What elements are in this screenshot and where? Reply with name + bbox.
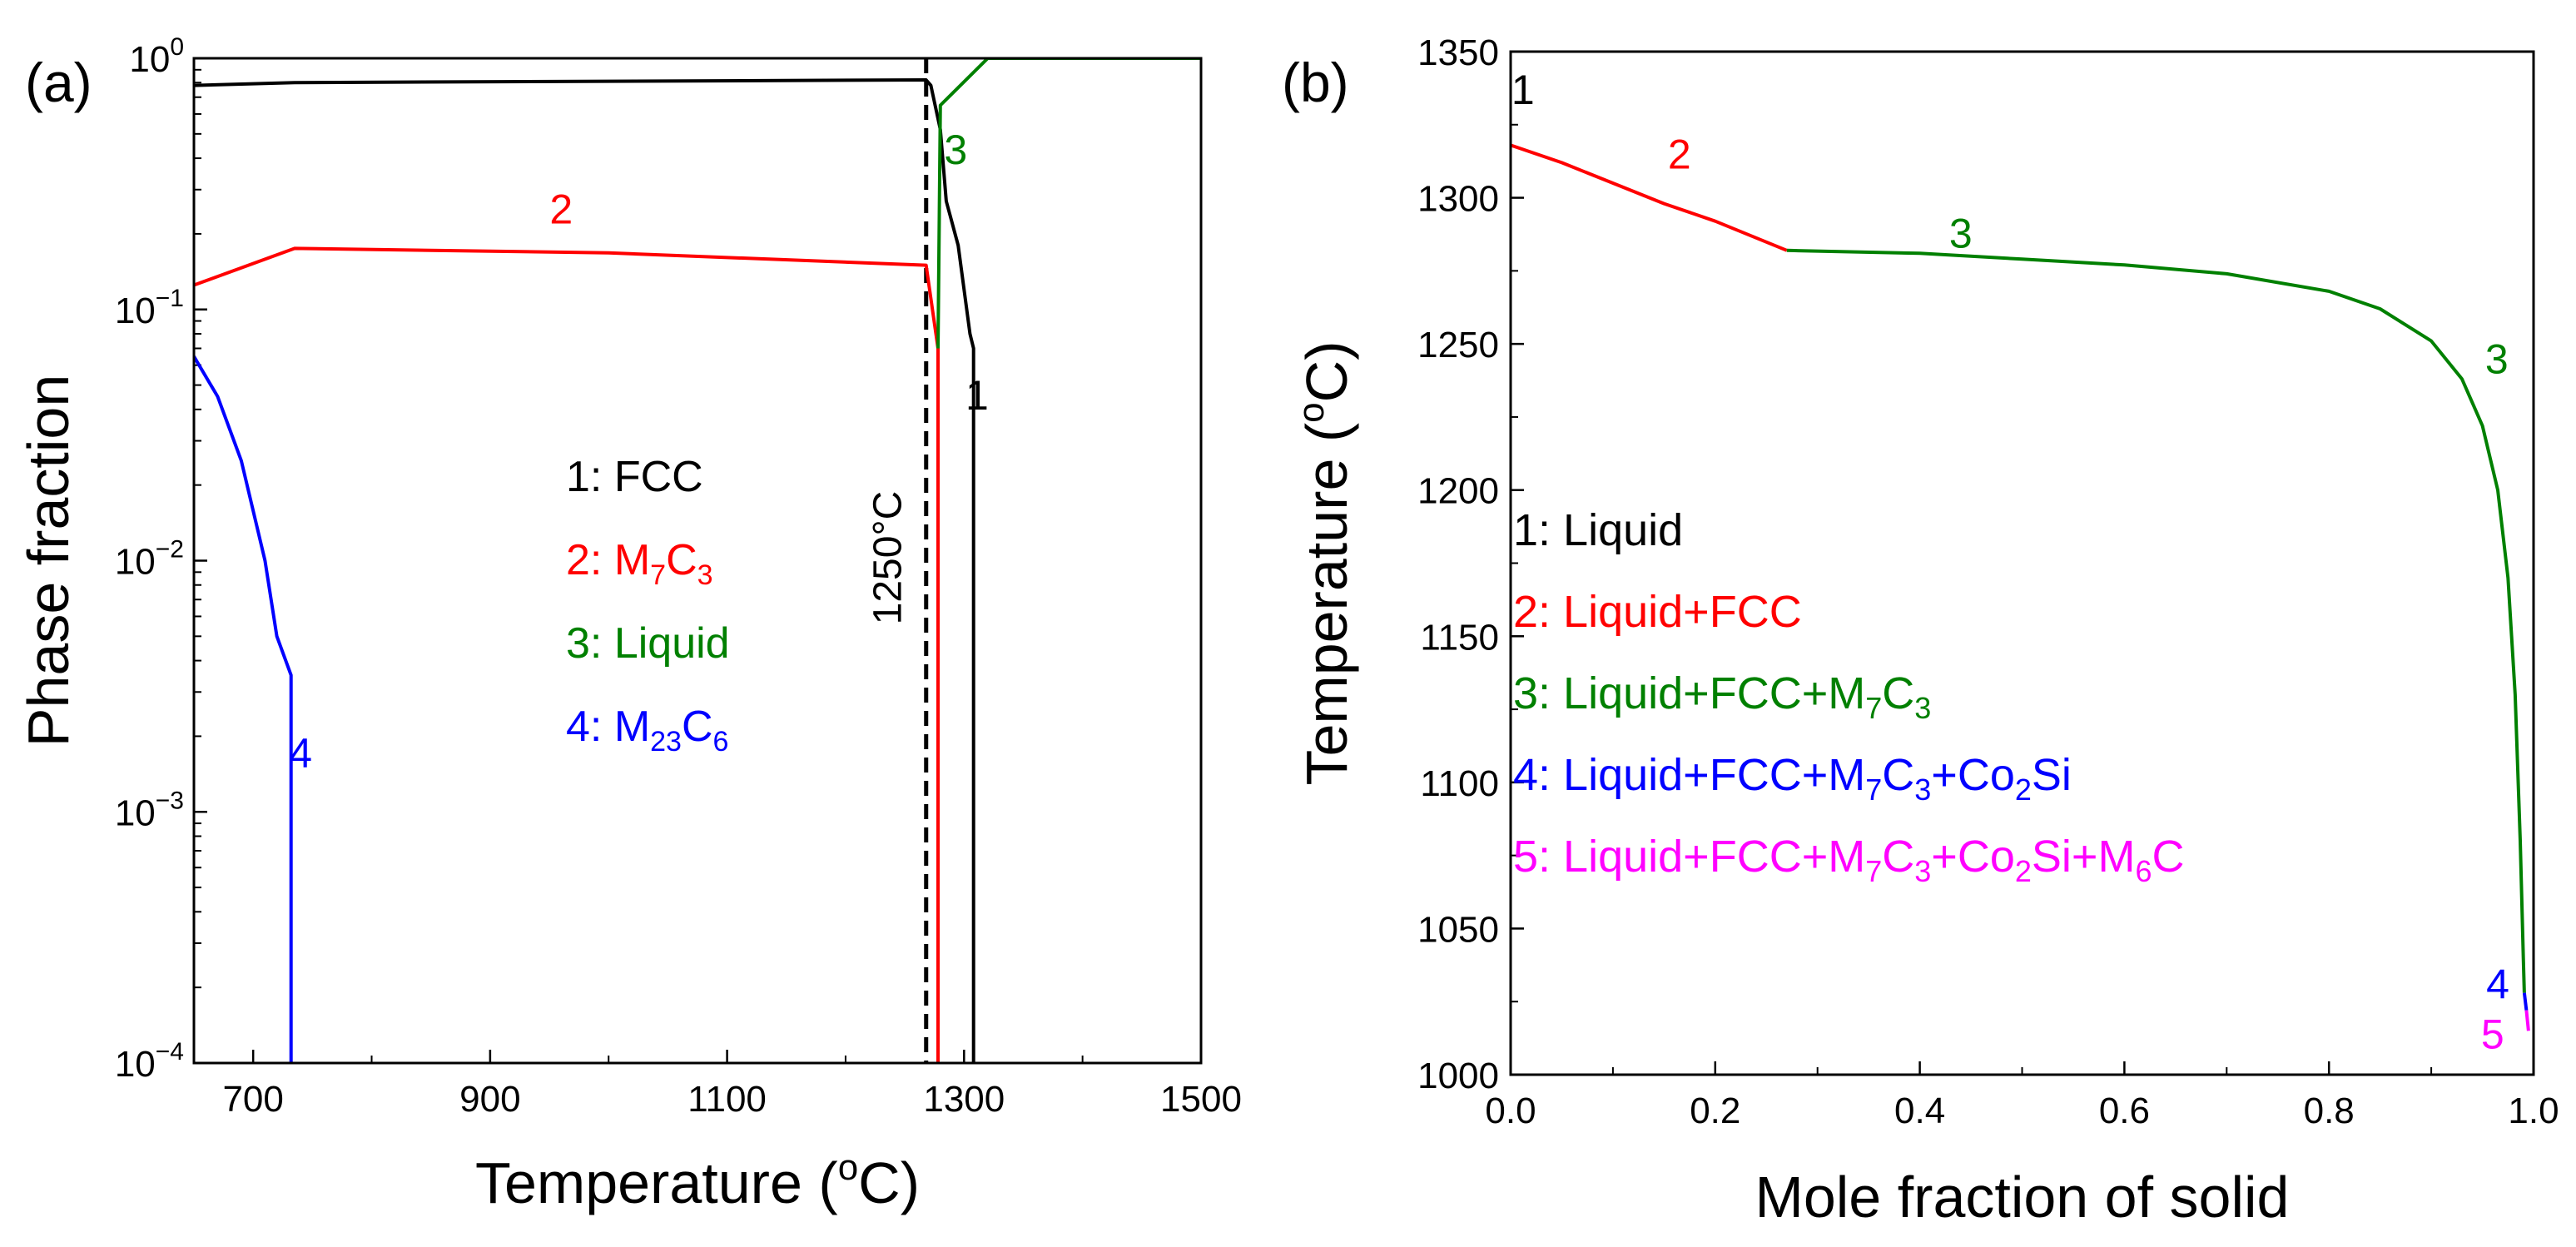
y-tick-label: 1250 — [1417, 325, 1499, 365]
x-axis-label-a: Temperature (oC) — [475, 1147, 920, 1215]
x-tick-label: 0.4 — [1894, 1091, 1945, 1131]
x-ticks-a: 700 900 1100 1300 1500 — [222, 1050, 1242, 1120]
x-tick-label: 0.8 — [2304, 1091, 2355, 1131]
y-tick-label: 10−2 — [115, 536, 184, 583]
x-ticks-b: 0.0 0.2 0.4 0.6 0.8 1.0 — [1485, 1061, 2559, 1131]
legend-a: 1: FCC 2: M7C3 3: Liquid 4: M23C6 — [566, 453, 730, 758]
series-line-m23c6 — [194, 355, 293, 1063]
x-tick-label: 1.0 — [2508, 1091, 2559, 1131]
curve-label-2: 2 — [549, 186, 573, 232]
series-line-4 — [2522, 992, 2529, 1011]
series-line-m7c3 — [194, 246, 940, 1063]
x-tick-label: 0.2 — [1690, 1091, 1740, 1131]
y-tick-label: 1150 — [1420, 617, 1499, 658]
y-tick-label: 1050 — [1417, 909, 1499, 950]
y-tick-label: 10−3 — [115, 787, 184, 833]
legend-item-1: 1: FCC — [566, 453, 703, 501]
plot-frame-b — [1509, 50, 2535, 1076]
panel-a-phase-fraction-chart: (a) 700 900 1100 1300 1500 10−4 10−3 10−2 10−1 100… — [16, 33, 1242, 1215]
y-tick-label: 1200 — [1417, 471, 1499, 512]
curve-label-4: 4 — [289, 730, 312, 777]
y-axis-label-a: Phase fraction — [16, 375, 81, 747]
legend-item-2: 2: M7C3 — [566, 536, 713, 591]
legend-item-5: 5: Liquid+FCC+M7C3+Co2Si+M6C — [1513, 832, 2184, 888]
curve-label-2: 2 — [1668, 131, 1691, 177]
vline-label: 1250°C — [866, 491, 911, 625]
legend-item-4: 4: Liquid+FCC+M7C3+Co2Si — [1513, 750, 2072, 807]
panel-label-a: (a) — [25, 52, 92, 113]
legend-item-2: 2: Liquid+FCC — [1513, 587, 1802, 637]
curve-label-3: 3 — [944, 127, 967, 173]
y-axis-label-b: Temperature (oC) — [1291, 340, 1359, 785]
x-tick-label: 1100 — [687, 1079, 767, 1120]
y-tick-label: 1000 — [1417, 1056, 1499, 1096]
curve-label-1: 1 — [1511, 67, 1535, 113]
series-line-liquid — [936, 58, 1201, 349]
x-tick-label: 700 — [222, 1079, 283, 1120]
plot-area-a — [194, 58, 1201, 1063]
y-tick-label: 1100 — [1420, 763, 1499, 804]
x-tick-label: 0.0 — [1485, 1091, 1536, 1131]
y-tick-label: 100 — [129, 33, 184, 80]
legend-item-4: 4: M23C6 — [566, 703, 728, 758]
legend-item-1: 1: Liquid — [1513, 505, 1683, 555]
curve-label-5: 5 — [2481, 1011, 2504, 1057]
curve-label-3: 3 — [2485, 335, 2509, 382]
y-tick-label: 1350 — [1417, 32, 1499, 73]
legend-item-3: 3: Liquid — [566, 619, 730, 668]
x-tick-label: 900 — [459, 1079, 520, 1120]
panel-b-solidification-chart: (b)0.0 0.2 0.4 0.6 0.8 1.01000105011001150120… — [1282, 32, 2559, 1230]
y-tick-label: 10−4 — [115, 1038, 184, 1085]
x-axis-label-b: Mole fraction of solid — [1755, 1165, 2290, 1230]
panel-label-b: (b) — [1282, 52, 1349, 113]
y-tick-label: 10−1 — [115, 285, 184, 331]
series-line-fcc — [194, 78, 975, 1063]
plot-frame-a — [192, 57, 1203, 1065]
x-tick-label: 1500 — [1160, 1079, 1242, 1120]
curve-label-4: 4 — [2486, 961, 2509, 1008]
plot-area-b — [1511, 143, 2530, 1031]
curve-label-1: 1 — [965, 372, 989, 419]
y-tick-label: 1300 — [1417, 179, 1499, 220]
y-ticks-a: 10−4 10−3 10−2 10−1 100 — [115, 33, 207, 1085]
x-tick-label: 1300 — [923, 1079, 1005, 1120]
series-line-3 — [1786, 248, 2526, 993]
y-ticks-b: 1000 1050 1100 1150 1200 1250 1300 1350 — [1417, 32, 1524, 1096]
curve-label-3: 3 — [1949, 210, 1973, 256]
series-line-2 — [1511, 143, 1788, 252]
legend-b: 1: Liquid 2: Liquid+FCC 3: Liquid+FCC+M7C3… — [1513, 505, 2184, 888]
series-line-5 — [2524, 1010, 2530, 1031]
legend-item-3: 3: Liquid+FCC+M7C3 — [1513, 668, 1931, 725]
x-tick-label: 0.6 — [2099, 1091, 2150, 1131]
